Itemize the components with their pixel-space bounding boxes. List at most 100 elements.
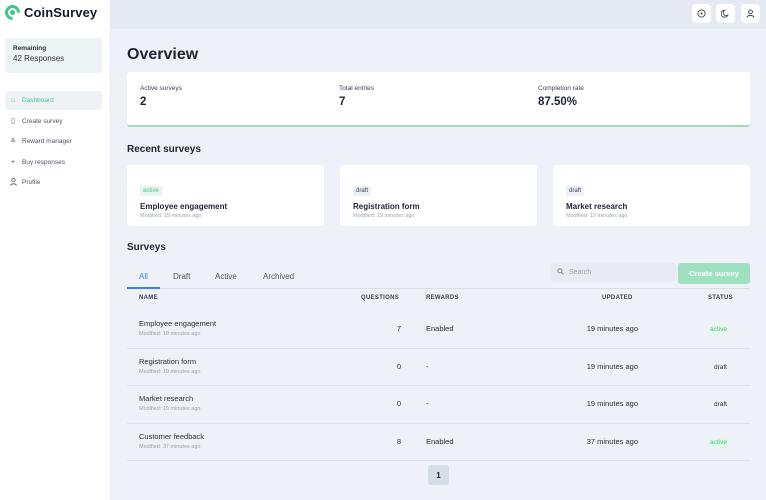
coins-icon: ≗ — [10, 138, 16, 146]
survey-name: Registration form — [139, 356, 197, 366]
account-button[interactable] — [741, 4, 760, 23]
sidebar-item-reward-manager[interactable]: ≗ Reward manager — [5, 132, 102, 151]
column-header-updated: UPDATED — [602, 295, 633, 301]
pagination-page-button[interactable]: 1 — [428, 465, 449, 485]
search-icon — [557, 268, 564, 277]
sidebar: CoinSurvey Remaining 42 Responses ⌂ Dash… — [0, 0, 111, 500]
sidebar-nav: ⌂ Dashboard ▯ Create survey ≗ Reward man… — [5, 91, 102, 194]
remaining-responses-box: Remaining 42 Responses — [5, 38, 102, 73]
document-icon: ▯ — [11, 117, 15, 125]
status-badge: active — [140, 186, 162, 196]
status-badge: active — [707, 324, 730, 335]
status-badge: draft — [713, 363, 727, 371]
stat-total-entries: Total entries 7 — [339, 85, 374, 108]
tab-draft[interactable]: Draft — [173, 272, 191, 281]
sidebar-item-profile[interactable]: Profile — [5, 173, 102, 192]
column-header-rewards: REWARDS — [426, 295, 459, 301]
survey-modified: Modified: 19 minutes ago — [140, 213, 202, 219]
table-row[interactable]: Customer feedback Modified: 37 minutes a… — [127, 424, 750, 461]
survey-modified: Modified: 19 minutes ago — [353, 213, 415, 219]
survey-rewards: - — [426, 361, 429, 371]
survey-rewards: - — [426, 399, 429, 408]
stat-label: Completion rate — [538, 85, 584, 92]
column-header-questions: QUESTIONS — [361, 295, 400, 301]
stat-active-surveys: Active surveys 2 — [140, 85, 182, 108]
tab-all[interactable]: All — [139, 272, 148, 281]
stat-completion-rate: Completion rate 87.50% — [538, 85, 584, 108]
home-icon: ⌂ — [10, 97, 16, 104]
app-name: CoinSurvey — [24, 5, 98, 20]
survey-rewards: Enabled — [426, 436, 454, 446]
status-badge: draft — [713, 401, 727, 408]
survey-name: Registration form — [353, 202, 420, 211]
tab-archived[interactable]: Archived — [263, 272, 295, 281]
recent-survey-card[interactable]: draft Registration form Modified: 19 min… — [340, 165, 537, 226]
active-tab-indicator — [127, 287, 160, 289]
sidebar-item-create-survey[interactable]: ▯ Create survey — [5, 112, 102, 131]
stat-value: 7 — [339, 96, 346, 108]
table-row[interactable]: Market research Modified: 19 minutes ago… — [127, 386, 750, 424]
column-header-status: STATUS — [708, 295, 733, 301]
survey-updated: 19 minutes ago — [586, 399, 638, 408]
create-survey-button[interactable]: Create survey — [678, 263, 750, 284]
stat-label: Active surveys — [140, 85, 182, 92]
survey-questions: 8 — [396, 436, 401, 446]
survey-tabs: All Draft Active Archived — [127, 265, 750, 289]
survey-modified: Modified: 19 minutes ago — [139, 368, 201, 375]
surveys-table: Employee engagement Modified: 19 minutes… — [127, 311, 750, 461]
table-row[interactable]: Employee engagement Modified: 19 minutes… — [127, 311, 750, 349]
remaining-value: 42 Responses — [13, 54, 65, 63]
survey-modified: Modified: 19 minutes ago — [139, 331, 201, 337]
survey-questions: 0 — [396, 399, 401, 408]
column-header-name: NAME — [139, 295, 158, 301]
user-icon — [746, 9, 755, 18]
status-badge: draft — [353, 186, 372, 196]
tab-active[interactable]: Active — [215, 272, 237, 281]
survey-updated: 37 minutes ago — [586, 436, 638, 446]
coin-logo-icon — [1, 1, 24, 24]
survey-rewards: Enabled — [426, 324, 454, 333]
sidebar-item-label: Create survey — [22, 117, 63, 125]
table-row[interactable]: Registration form Modified: 19 minutes a… — [127, 349, 750, 386]
stat-value: 87.50% — [538, 96, 578, 108]
topbar — [111, 0, 766, 29]
survey-name: Market research — [139, 394, 194, 403]
sidebar-item-buy-responses[interactable]: + Buy responses — [5, 153, 102, 172]
page-title: Overview — [127, 46, 199, 63]
help-button[interactable] — [692, 4, 711, 23]
stats-card: Active surveys 2 Total entries 7 Complet… — [127, 72, 750, 127]
survey-name: Employee engagement — [140, 202, 228, 211]
user-icon — [9, 177, 17, 188]
sidebar-item-label: Profile — [22, 179, 41, 187]
search-placeholder: Search — [569, 269, 592, 276]
logo[interactable]: CoinSurvey — [1, 1, 98, 24]
survey-name: Customer feedback — [139, 431, 205, 441]
help-icon — [697, 9, 706, 18]
survey-modified: Modified: 37 minutes ago — [139, 443, 201, 450]
stat-label: Total entries — [339, 85, 375, 92]
theme-toggle-button[interactable] — [716, 4, 735, 23]
sidebar-item-label: Dashboard — [22, 97, 54, 104]
recent-survey-card[interactable]: active Employee engagement Modified: 19 … — [127, 165, 324, 226]
stat-value: 2 — [140, 96, 147, 108]
plus-icon: + — [10, 158, 16, 166]
sidebar-item-label: Reward manager — [22, 138, 72, 146]
survey-questions: 7 — [396, 324, 401, 333]
survey-questions: 0 — [396, 361, 401, 371]
status-badge: active — [707, 436, 730, 448]
status-badge: draft — [566, 186, 585, 196]
recent-survey-card[interactable]: draft Market research Modified: 19 minut… — [553, 165, 750, 226]
survey-name: Employee engagement — [139, 319, 217, 328]
sidebar-item-label: Buy responses — [22, 158, 65, 166]
sidebar-item-dashboard[interactable]: ⌂ Dashboard — [5, 91, 102, 110]
remaining-label: Remaining — [13, 45, 47, 52]
survey-modified: Modified: 19 minutes ago — [139, 406, 201, 412]
search-input[interactable]: Search — [550, 263, 676, 282]
recent-surveys-title: Recent surveys — [127, 144, 201, 155]
survey-updated: 19 minutes ago — [586, 324, 638, 333]
moon-icon — [721, 9, 729, 18]
surveys-title: Surveys — [127, 242, 166, 253]
survey-updated: 19 minutes ago — [586, 361, 638, 371]
survey-name: Market research — [566, 202, 628, 211]
survey-modified: Modified: 19 minutes ago — [566, 213, 628, 219]
